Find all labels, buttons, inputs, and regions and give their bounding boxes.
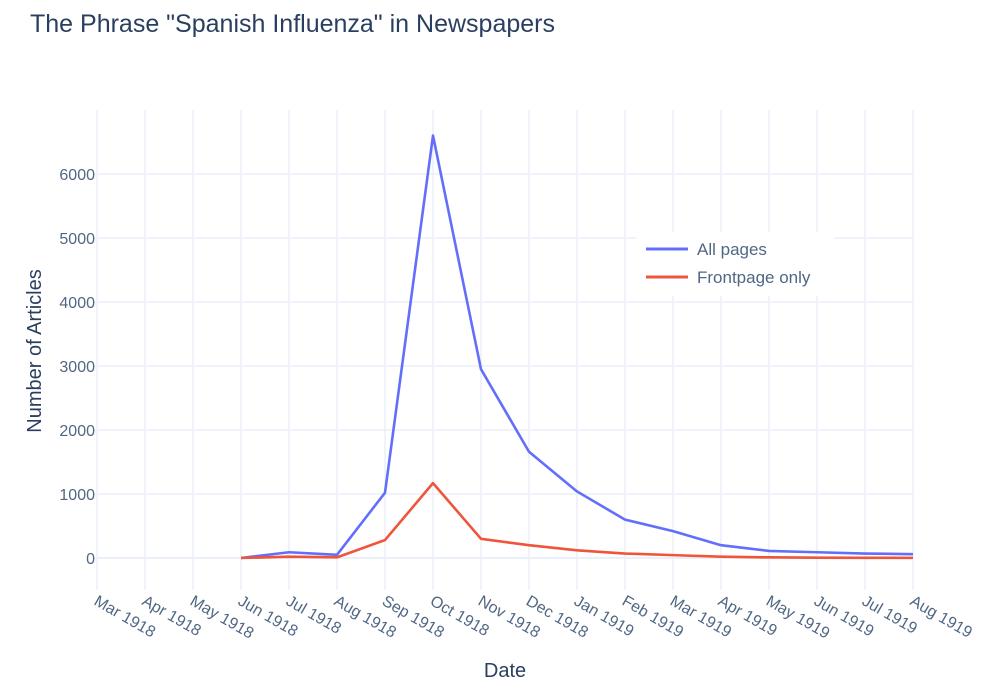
y-axis-title: Number of Articles <box>24 269 46 432</box>
series-line-1 <box>240 481 914 560</box>
y-axis-ticks: 0 1000 2000 3000 4000 5000 6000 <box>59 167 95 568</box>
y-tick-label: 6000 <box>59 167 95 184</box>
y-tick-label: 4000 <box>59 295 95 312</box>
chart-title: The Phrase "Spanish Influenza" in Newspa… <box>30 10 555 38</box>
y-tick-label: 2000 <box>59 423 95 440</box>
series-lines <box>240 134 914 560</box>
legend-label: All pages <box>697 240 767 259</box>
grid-lines <box>96 110 914 590</box>
y-tick-label: 0 <box>86 551 95 568</box>
legend-item[interactable]: Frontpage only <box>646 268 811 287</box>
legend-item[interactable]: All pages <box>646 240 767 259</box>
legend[interactable]: All pages Frontpage only <box>636 232 834 296</box>
y-tick-label: 5000 <box>59 231 95 248</box>
x-axis-title: Date <box>484 660 526 682</box>
x-tick-label: Aug 1919 <box>907 593 975 642</box>
legend-box <box>636 232 834 296</box>
y-tick-label: 3000 <box>59 359 95 376</box>
series-line-0 <box>240 134 914 560</box>
y-tick-label: 1000 <box>59 487 95 504</box>
legend-label: Frontpage only <box>697 268 811 287</box>
